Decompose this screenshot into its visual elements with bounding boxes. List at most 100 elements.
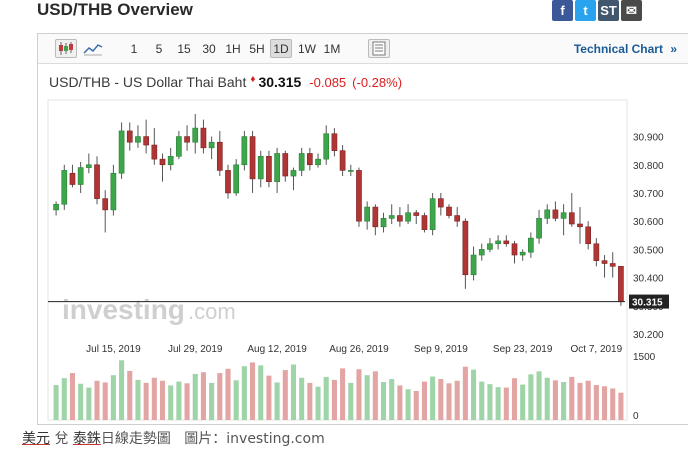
volume-bar xyxy=(266,375,272,420)
candle-body[interactable] xyxy=(536,218,542,239)
candle-body[interactable] xyxy=(454,215,461,222)
candle-body[interactable] xyxy=(462,220,469,276)
candle-body[interactable] xyxy=(405,212,411,222)
candle-body[interactable] xyxy=(528,237,534,253)
candle-body[interactable] xyxy=(560,212,567,219)
chart-settings-icon[interactable] xyxy=(368,39,390,58)
volume-bar xyxy=(413,390,419,420)
candle-body[interactable] xyxy=(552,209,559,219)
candle-body[interactable] xyxy=(192,127,199,143)
candle-body[interactable] xyxy=(61,170,68,205)
candle-body[interactable] xyxy=(94,164,100,199)
candle-body[interactable] xyxy=(519,251,526,256)
candle-body[interactable] xyxy=(184,136,190,143)
candle-body[interactable] xyxy=(470,254,477,276)
candle-body[interactable] xyxy=(118,130,125,174)
candle-body[interactable] xyxy=(102,198,109,211)
candle-body[interactable] xyxy=(216,141,223,171)
timeframe-30[interactable]: 30 xyxy=(202,41,216,56)
candle-body[interactable] xyxy=(413,212,420,216)
candle-body[interactable] xyxy=(110,172,117,211)
candle-body[interactable] xyxy=(601,260,608,264)
candle-body[interactable] xyxy=(315,158,321,166)
timeframe-1w[interactable]: 1W xyxy=(298,41,316,56)
candle-body[interactable] xyxy=(446,206,452,216)
candle-body[interactable] xyxy=(388,215,395,219)
candle-body[interactable] xyxy=(421,215,428,230)
timeframe-5[interactable]: 5 xyxy=(155,41,163,56)
timeframe-1[interactable]: 1 xyxy=(130,41,138,56)
candle-body[interactable] xyxy=(618,266,624,302)
candle-body[interactable] xyxy=(364,206,370,222)
candle-body[interactable] xyxy=(503,240,510,245)
candle-body[interactable] xyxy=(437,198,444,208)
email-icon[interactable]: ✉ xyxy=(621,0,642,21)
facebook-icon[interactable]: f xyxy=(552,0,573,21)
timeframe-1d[interactable]: 1D xyxy=(270,39,292,58)
candle-body[interactable] xyxy=(568,212,575,225)
caption-usd[interactable]: 美元 xyxy=(22,431,50,447)
candle-body[interactable] xyxy=(233,164,240,194)
candle-body[interactable] xyxy=(347,170,354,172)
x-axis-label: Aug 12, 2019 xyxy=(247,344,307,355)
candle-body[interactable] xyxy=(85,164,92,168)
candle-body[interactable] xyxy=(511,243,518,256)
candle-body[interactable] xyxy=(53,203,59,211)
candle-body[interactable] xyxy=(487,243,493,250)
timeframe-5h[interactable]: 5H xyxy=(249,41,265,56)
price-tick-label: 30.700 xyxy=(633,189,664,200)
candle-body[interactable] xyxy=(77,167,84,185)
candle-body[interactable] xyxy=(143,136,149,146)
candle-body[interactable] xyxy=(609,263,616,267)
candle-body[interactable] xyxy=(593,243,600,261)
candle-body[interactable] xyxy=(241,136,248,166)
candle-body[interactable] xyxy=(266,156,272,182)
candle-body[interactable] xyxy=(290,170,297,177)
candle-body[interactable] xyxy=(323,133,330,160)
candlestick-chart-icon[interactable] xyxy=(55,39,77,58)
line-chart-icon[interactable] xyxy=(82,39,104,58)
candle-body[interactable] xyxy=(380,218,387,228)
candle-body[interactable] xyxy=(585,226,592,245)
caption-thb[interactable]: 泰銖 xyxy=(72,431,101,447)
candle-body[interactable] xyxy=(176,136,182,157)
candle-body[interactable] xyxy=(274,153,280,182)
twitter-icon[interactable]: t xyxy=(575,0,596,21)
candle-body[interactable] xyxy=(356,170,362,222)
volume-bar xyxy=(471,369,477,420)
candle-body[interactable] xyxy=(429,198,436,230)
candle-body[interactable] xyxy=(167,156,174,166)
timeframe-1m[interactable]: 1M xyxy=(323,41,341,56)
stocktwits-icon[interactable]: ST xyxy=(598,0,619,21)
candle-body[interactable] xyxy=(208,141,215,149)
candle-body[interactable] xyxy=(307,153,313,166)
page-title: USD/THB Overview xyxy=(37,0,193,19)
candle-body[interactable] xyxy=(282,153,289,177)
candle-body[interactable] xyxy=(495,240,501,245)
candle-body[interactable] xyxy=(331,133,338,151)
candle-body[interactable] xyxy=(577,223,583,228)
timeframe-15[interactable]: 15 xyxy=(177,41,191,56)
candle-body[interactable] xyxy=(257,156,264,180)
candle-body[interactable] xyxy=(69,172,76,185)
volume-bar xyxy=(372,371,378,420)
volume-tick-label: 1500 xyxy=(633,352,656,363)
candle-body[interactable] xyxy=(544,209,551,219)
candle-body[interactable] xyxy=(298,153,305,171)
candle-body[interactable] xyxy=(200,127,207,149)
candle-body[interactable] xyxy=(225,170,231,194)
volume-bar xyxy=(69,373,76,420)
candle-body[interactable] xyxy=(372,206,379,228)
candlestick-chart[interactable]: investing.com30.20030.30030.40030.50030.… xyxy=(38,34,688,426)
candle-body[interactable] xyxy=(135,136,141,143)
technical-chart-link[interactable]: Technical Chart » xyxy=(574,42,677,56)
candle-body[interactable] xyxy=(478,249,485,256)
social-share-bar: f t ST ✉ xyxy=(552,0,642,21)
candle-body[interactable] xyxy=(151,144,158,160)
candle-body[interactable] xyxy=(249,136,256,180)
candle-body[interactable] xyxy=(126,130,133,143)
candle-body[interactable] xyxy=(159,158,166,166)
candle-body[interactable] xyxy=(339,150,346,171)
timeframe-1h[interactable]: 1H xyxy=(225,41,241,56)
candle-body[interactable] xyxy=(397,215,403,222)
